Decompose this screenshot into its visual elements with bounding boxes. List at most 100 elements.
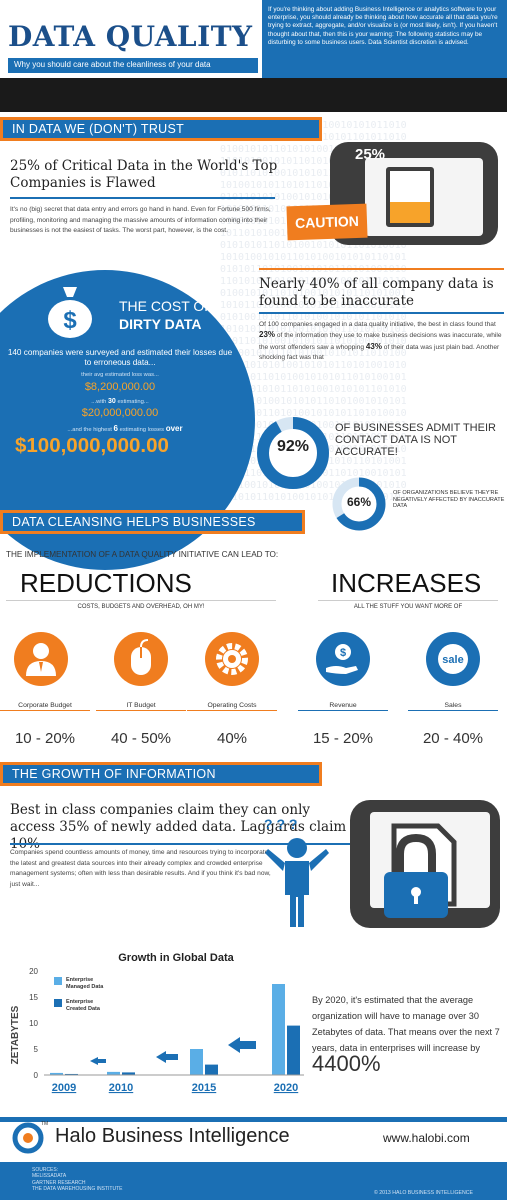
company-url-link[interactable]: www.halobi.com [383,1131,470,1145]
stat-66-label: OF ORGANIZATIONS BELIEVE THEY'RE NEGATIV… [393,490,505,510]
item-value-corporate: 10 - 20% [14,730,76,747]
sale-tag-text: sale [442,654,463,666]
chart-y-label: ZETABYTES [10,1005,21,1064]
highest-suffix: estimating losses [119,427,165,433]
item-label-it: IT Budget [96,702,186,711]
sources-list: SOURCES: MELISSADATA GARTNER RESEARCH TH… [32,1167,122,1193]
dark-separator [0,78,507,112]
body2-a: Of 100 companies engaged in a data quali… [259,321,496,328]
ring-66-arc [332,477,386,531]
y-tick-label: 0 [34,1071,39,1080]
card-percent: 25% [355,146,386,163]
divider [10,197,275,199]
bar-2020-series0 [272,984,285,1075]
section-title: THE GROWTH OF INFORMATION [12,767,216,781]
highest-prefix: ...and the highest [67,427,112,433]
source-item: MELISSADATA [32,1173,67,1180]
divider-orange [259,268,504,270]
intro-text: If you're thinking about adding Business… [268,6,498,46]
growth-percent: 4400% [312,1051,381,1076]
y-tick-label: 15 [29,993,38,1002]
heading-access: Best in class companies claim they can o… [10,802,347,852]
bar-2009-series1 [65,1073,78,1075]
person-icon [14,632,68,686]
item-value-operating: 40% [216,730,248,747]
halo-logo-icon [12,1122,44,1154]
cost-line2: DIRTY DATA [119,316,202,332]
mouse-icon [114,632,168,686]
body-text-2: Of 100 companies engaged in a data quali… [259,320,504,364]
highest-label: ...and the highest 6 estimating losses o… [5,424,245,433]
money-bag-icon: $ [48,287,92,338]
reductions-heading: REDUCTIONS [20,568,192,598]
subtitle-bar [8,58,258,73]
ring-92-chart [257,417,329,489]
item-value-revenue: 15 - 20% [312,730,374,747]
increases-subtitle: ALL THE STUFF YOU WANT MORE OF [318,600,498,612]
legend-swatch [54,977,62,985]
x-tick-label: 2009 [52,1082,76,1094]
company-name: Halo Business Intelligence [55,1125,290,1147]
divider [10,843,350,845]
heading-critical-data: 25% of Critical Data in the World's Top … [10,158,278,191]
growth-chart: Growth in Global Data ZETABYTES 0 5 10 15 20… [10,952,304,1094]
document-fill [390,202,430,223]
bar-2009-series0 [50,1072,63,1075]
chart-title: Growth in Global Data [118,952,234,964]
avg-loss-label: their avg estimated loss was... [81,372,159,378]
with-suffix: estimating... [117,399,149,405]
stat-92-value: 92% [276,438,310,455]
x-tick-label: 2020 [274,1082,298,1094]
with-number: 30 [108,398,116,405]
reductions-subtitle: COSTS, BUDGETS AND OVERHEAD, OH MY! [6,600,276,612]
heading-inaccurate: Nearly 40% of all company data is found … [259,276,494,309]
with-prefix: ...with [91,399,107,405]
bar-2010-series0 [107,1071,120,1075]
confused-person-icon [265,838,329,927]
section-bar-growth: THE GROWTH OF INFORMATION [0,762,322,786]
body2-pct1: 23% [259,330,276,340]
x-tick-label: 2015 [192,1082,216,1094]
item-label-corporate: Corporate Budget [0,702,90,711]
legend-label: Enterprise Created Data [66,999,101,1012]
ring-92-arc [257,417,329,489]
y-tick-label: 10 [29,1019,38,1028]
gear-icon [205,632,259,686]
growth-sentence: By 2020, it's estimated that the average… [312,995,500,1053]
arrow-icons [90,1037,256,1065]
highest-number: 6 [113,424,118,433]
page-title: DATA QUALITY [8,20,253,53]
increases-heading: INCREASES [331,568,482,598]
cost-line1: THE COST OF [119,298,213,314]
trademark: TM [41,1121,49,1127]
source-item: THE DATA WAREHOUSING INSTITUTE [32,1186,123,1193]
divider [259,312,504,314]
y-tick-label: 5 [34,1045,39,1054]
avg-loss-value: $8,200,000.00 [84,381,156,393]
legend-label: Enterprise Managed Data [66,977,104,990]
body2-pct2: 43% [365,341,382,351]
svg-text:$: $ [63,307,77,334]
svg-text:$: $ [340,647,346,659]
question-marks: ? ? ? [264,816,298,832]
cost-description: 140 companies were surveyed and estimate… [7,348,233,367]
caution-label: CAUTION [286,203,368,241]
document-icon [386,167,434,227]
sale-tag-icon: sale [426,632,480,686]
highest-value: $100,000,000.00 [15,434,169,457]
bar-2020-series1 [287,1025,300,1075]
item-value-it: 40 - 50% [110,730,172,747]
ring-66-chart [332,477,386,531]
body2-b: of the information they use to make busi… [259,332,502,351]
page-subtitle: Why you should care about the cleanlines… [14,60,211,69]
section-bar-cleansing: DATA CLEANSING HELPS BUSINESSES [0,510,305,534]
item-label-revenue: Revenue [298,702,388,711]
stat-66-value: 66% [346,495,372,509]
bar-2010-series1 [122,1072,135,1075]
section-title: IN DATA WE (DON'T) TRUST [12,122,185,136]
section-title: DATA CLEANSING HELPS BUSINESSES [12,515,256,529]
bar-2015-series0 [190,1049,203,1075]
stat-92-label: OF BUSINESSES ADMIT THEIR CONTACT DATA I… [335,422,496,458]
growth-text: By 2020, it's estimated that the average… [312,992,504,1076]
footer-bottom [0,1162,507,1200]
